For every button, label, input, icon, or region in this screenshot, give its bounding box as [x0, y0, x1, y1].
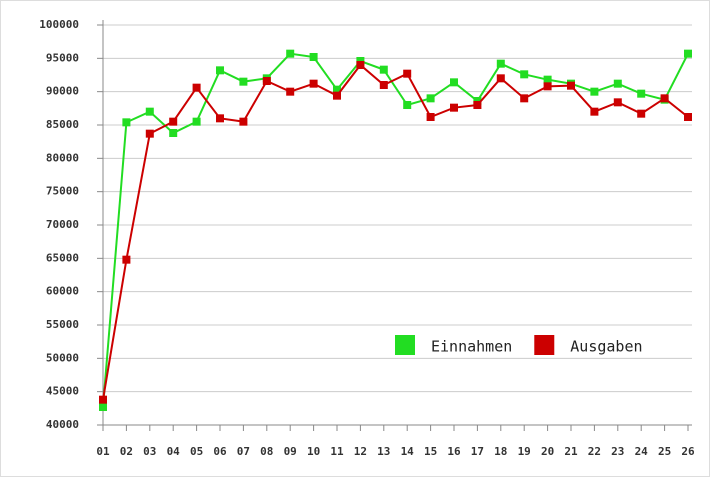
x-tick-label: 14 — [401, 445, 415, 458]
y-tick-label: 80000 — [46, 151, 79, 164]
point — [239, 77, 248, 86]
x-tick-label: 09 — [284, 445, 297, 458]
y-tick-label: 50000 — [46, 351, 79, 364]
y-tick-label: 100000 — [39, 18, 79, 31]
point — [99, 395, 107, 404]
point — [239, 117, 248, 126]
x-tick-label: 12 — [354, 445, 367, 458]
x-tick-label: 06 — [213, 445, 227, 458]
point — [684, 49, 692, 58]
x-tick-label: 07 — [237, 445, 250, 458]
legend-swatch — [534, 335, 555, 355]
point — [356, 61, 365, 69]
point — [590, 87, 599, 96]
point — [379, 65, 388, 74]
point — [262, 77, 271, 85]
x-tick-label: 24 — [635, 445, 649, 458]
x-tick-label: 19 — [518, 445, 531, 458]
point — [379, 81, 388, 89]
x-tick-label: 05 — [190, 445, 203, 458]
y-tick-label: 45000 — [46, 385, 79, 398]
point — [403, 101, 412, 109]
point — [637, 89, 646, 98]
x-tick-label: 18 — [494, 445, 507, 458]
x-tick-label: 17 — [471, 445, 484, 458]
point — [145, 129, 154, 138]
y-tick-label: 40000 — [46, 418, 79, 431]
point — [333, 91, 341, 100]
y-tick-label: 55000 — [46, 318, 79, 331]
point — [403, 69, 412, 78]
point — [520, 94, 529, 103]
point — [145, 107, 154, 116]
point — [543, 75, 552, 84]
x-tick-label: 08 — [260, 445, 273, 458]
x-tick-label: 26 — [681, 445, 695, 458]
point — [613, 98, 622, 107]
x-tick-label: 15 — [424, 445, 437, 458]
x-tick-label: 11 — [330, 445, 344, 458]
y-tick-label: 85000 — [46, 118, 79, 131]
point — [496, 74, 505, 83]
x-tick-label: 04 — [167, 445, 181, 458]
point — [216, 114, 224, 123]
x-tick-label: 10 — [307, 445, 320, 458]
point — [286, 49, 295, 58]
y-tick-label: 95000 — [46, 51, 79, 64]
x-tick-label: 03 — [143, 445, 156, 458]
legend-text: Ausgaben — [570, 338, 642, 356]
x-tick-label: 25 — [658, 445, 671, 458]
legend-swatch — [395, 335, 415, 355]
point — [637, 109, 646, 118]
point — [192, 117, 201, 126]
point — [660, 94, 669, 103]
point — [684, 113, 692, 121]
y-tick-label: 65000 — [46, 251, 79, 264]
x-tick-label: 20 — [541, 445, 554, 458]
point — [169, 117, 178, 126]
point — [192, 83, 201, 92]
point — [122, 118, 131, 127]
point — [613, 79, 622, 88]
y-tick-label: 75000 — [46, 185, 79, 198]
point — [99, 403, 107, 411]
x-tick-label: 01 — [96, 445, 110, 458]
point — [309, 79, 318, 88]
point — [567, 81, 575, 90]
y-tick-label: 90000 — [46, 85, 79, 98]
point — [216, 66, 224, 75]
series-line — [102, 63, 689, 400]
point — [543, 82, 552, 91]
x-tick-label: 13 — [377, 445, 390, 458]
point — [122, 255, 131, 264]
point — [450, 103, 458, 112]
x-tick-label: 02 — [120, 445, 133, 458]
legend-text: Einnahmen — [431, 338, 512, 356]
point — [473, 101, 482, 109]
point — [333, 85, 341, 94]
point — [169, 129, 178, 137]
x-tick-label: 23 — [611, 445, 624, 458]
y-tick-label: 70000 — [46, 218, 79, 231]
point — [520, 70, 529, 79]
point — [590, 107, 599, 116]
point — [426, 113, 435, 121]
point — [426, 94, 435, 103]
y-tick-label: 60000 — [46, 285, 79, 298]
point — [309, 53, 318, 61]
x-tick-label: 16 — [447, 445, 461, 458]
point — [496, 59, 505, 68]
point — [286, 87, 295, 96]
x-tick-label: 22 — [588, 445, 601, 458]
x-tick-label: 21 — [564, 445, 578, 458]
point — [450, 78, 458, 87]
